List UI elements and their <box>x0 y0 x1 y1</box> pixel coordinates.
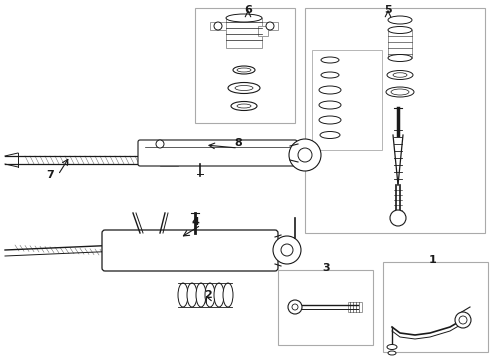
Bar <box>312 50 382 150</box>
Ellipse shape <box>187 283 197 307</box>
Ellipse shape <box>321 57 339 63</box>
Ellipse shape <box>178 283 188 307</box>
Ellipse shape <box>237 104 251 108</box>
Text: 4: 4 <box>191 217 199 227</box>
Circle shape <box>281 244 293 256</box>
Ellipse shape <box>388 351 396 355</box>
Circle shape <box>214 22 222 30</box>
Ellipse shape <box>226 14 262 22</box>
Ellipse shape <box>391 89 409 95</box>
Circle shape <box>455 312 471 328</box>
Circle shape <box>390 210 406 226</box>
Ellipse shape <box>196 283 206 307</box>
Bar <box>383 262 488 352</box>
Bar <box>258 26 268 36</box>
Text: 6: 6 <box>244 5 252 15</box>
Ellipse shape <box>388 27 412 33</box>
Ellipse shape <box>321 72 339 78</box>
Ellipse shape <box>388 16 412 24</box>
Circle shape <box>266 22 274 30</box>
Text: 3: 3 <box>322 263 330 273</box>
Bar <box>278 270 373 345</box>
Bar <box>160 154 178 166</box>
Ellipse shape <box>231 102 257 111</box>
Ellipse shape <box>393 73 407 77</box>
Ellipse shape <box>320 131 340 139</box>
Ellipse shape <box>235 86 253 90</box>
Bar <box>195 8 295 123</box>
Text: 7: 7 <box>46 170 54 180</box>
Ellipse shape <box>223 283 233 307</box>
Bar <box>348 302 362 312</box>
Circle shape <box>459 316 467 324</box>
Ellipse shape <box>237 68 251 72</box>
Text: 5: 5 <box>384 5 392 15</box>
Circle shape <box>289 139 321 171</box>
Ellipse shape <box>228 82 260 94</box>
Text: 2: 2 <box>204 290 212 300</box>
Ellipse shape <box>319 86 341 94</box>
Bar <box>388 30 412 58</box>
Circle shape <box>288 300 302 314</box>
Circle shape <box>273 236 301 264</box>
Circle shape <box>298 148 312 162</box>
Text: 1: 1 <box>429 255 437 265</box>
Ellipse shape <box>386 87 414 97</box>
Bar <box>226 18 262 48</box>
Ellipse shape <box>319 116 341 124</box>
Text: 8: 8 <box>234 138 242 148</box>
FancyBboxPatch shape <box>102 230 278 271</box>
Ellipse shape <box>205 283 215 307</box>
Circle shape <box>156 140 164 148</box>
Ellipse shape <box>319 101 341 109</box>
Ellipse shape <box>387 71 413 80</box>
Bar <box>210 22 278 30</box>
Ellipse shape <box>388 54 412 62</box>
Ellipse shape <box>214 283 224 307</box>
Circle shape <box>292 304 298 310</box>
FancyBboxPatch shape <box>138 140 297 166</box>
Bar <box>305 8 485 233</box>
Ellipse shape <box>387 345 397 350</box>
Ellipse shape <box>233 66 255 74</box>
